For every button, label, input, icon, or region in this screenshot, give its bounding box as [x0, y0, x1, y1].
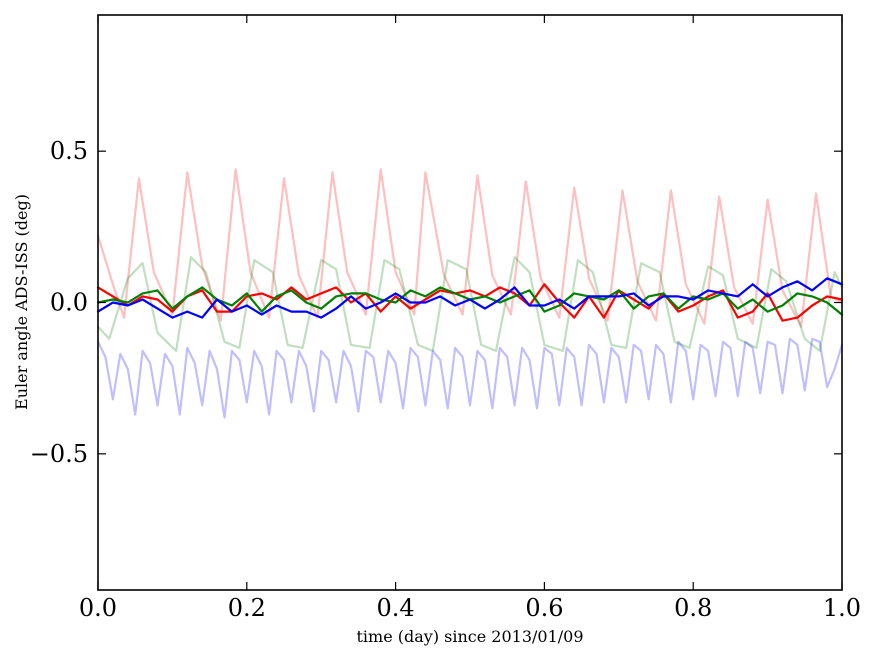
x-tick-label: 1.0: [823, 594, 861, 622]
x-tick-label: 0.8: [674, 594, 712, 622]
x-tick-label: 0.4: [377, 594, 415, 622]
x-axis-label: time (day) since 2013/01/09: [356, 627, 583, 646]
series-layer: [96, 168, 844, 419]
x-tick-label: 0.0: [79, 594, 117, 622]
y-axis-label: Euler angle ADS-ISS (deg): [12, 194, 31, 410]
x-tick-label: 0.2: [228, 594, 266, 622]
x-axis: 0.0 0.2 0.4 0.6 0.8 1.0: [79, 15, 861, 622]
y-tick-label: 0.5: [50, 137, 88, 165]
y-tick-label: −0.5: [30, 440, 88, 468]
y-axis: −0.5 0.0 0.5: [30, 137, 842, 468]
y-tick-label: 0.0: [50, 289, 88, 317]
series-line-1: [96, 256, 844, 352]
series-line-2: [96, 337, 844, 419]
x-tick-label: 0.6: [525, 594, 563, 622]
series-line-5: [96, 277, 844, 319]
